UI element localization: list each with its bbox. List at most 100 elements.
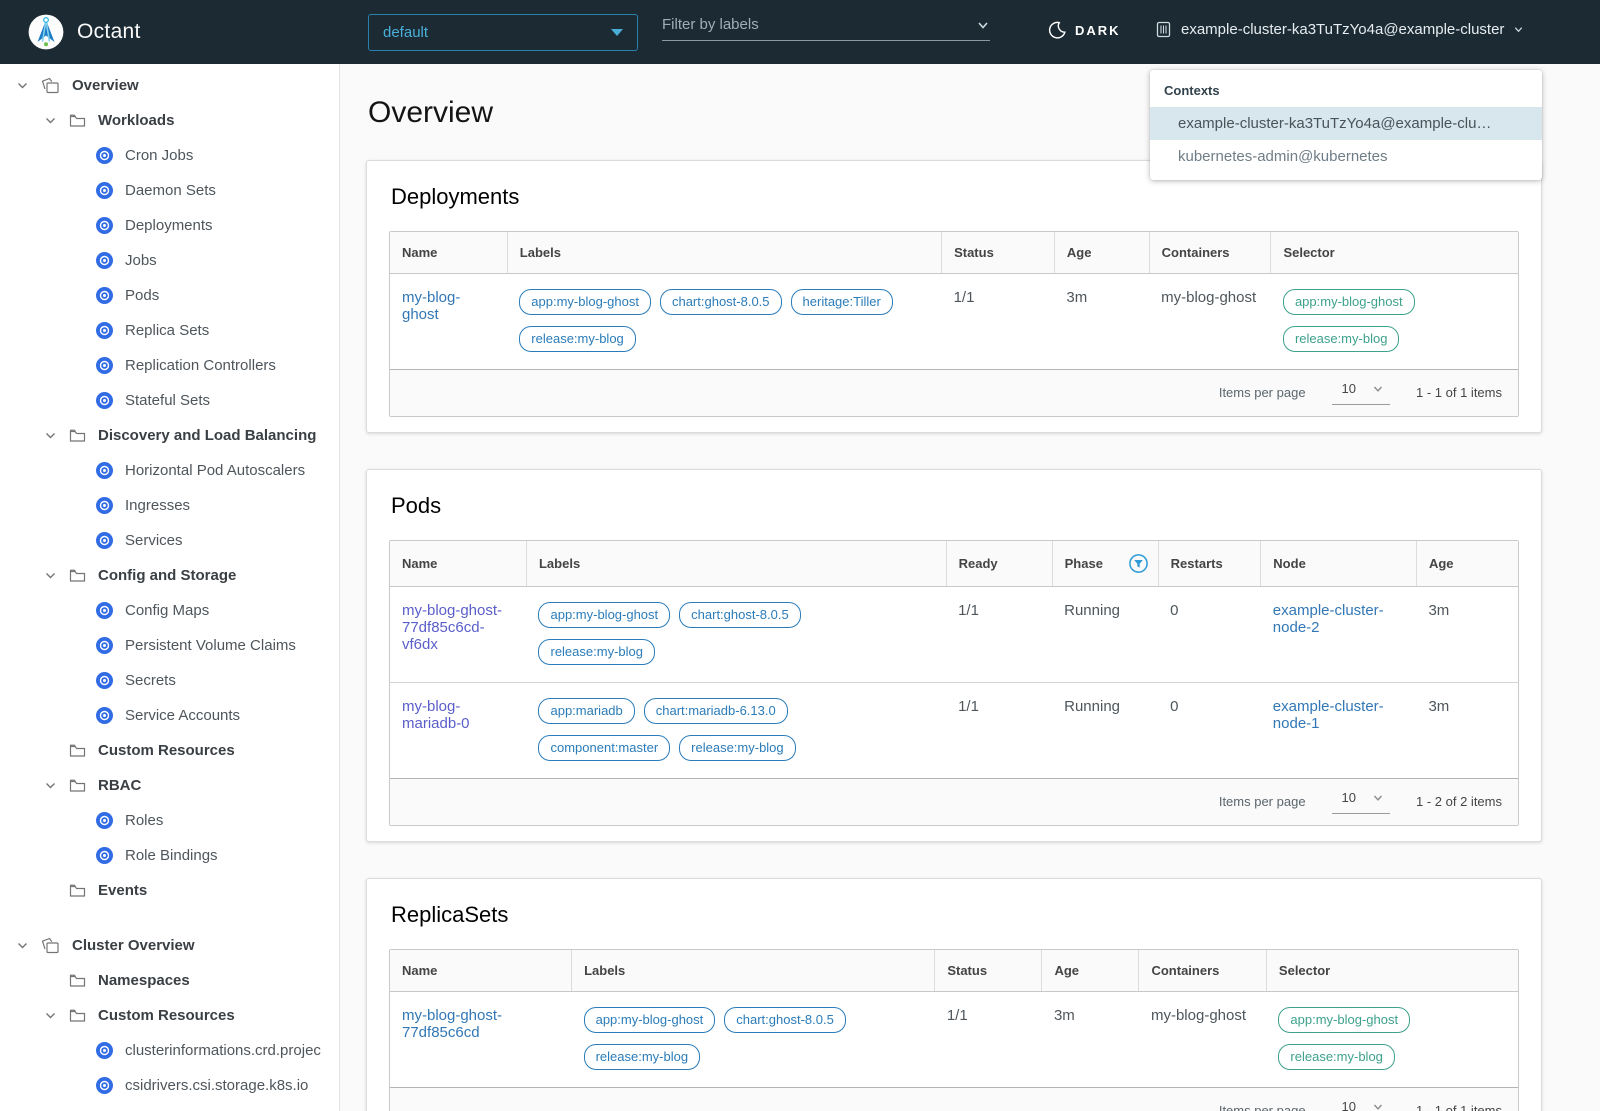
sidebar-item-namespaces[interactable]: Namespaces (0, 963, 339, 998)
cell-text: 1/1 (958, 698, 979, 715)
sidebar-item-label: Replica Sets (125, 322, 210, 339)
sidebar-item-label: Daemon Sets (125, 182, 216, 199)
sidebar-item-config-and-storage[interactable]: Config and Storage (0, 558, 339, 593)
cell-name: my-blog-mariadb-0 (390, 682, 527, 779)
chevron-down-icon[interactable] (976, 18, 990, 32)
cell-age: 3m (1416, 587, 1518, 683)
cluster-overview-icon (41, 937, 60, 954)
pagination-range: 1 - 1 of 1 items (1416, 1102, 1502, 1111)
pods-icon (96, 287, 113, 304)
items-per-page-select[interactable]: 10 (1331, 379, 1391, 405)
label-chip: release:my-blog (538, 639, 655, 665)
sidebar-item-cron-jobs[interactable]: Cron Jobs (0, 138, 339, 173)
sidebar-item-role-bindings[interactable]: Role Bindings (0, 838, 339, 873)
chevron-down-icon[interactable] (16, 939, 29, 952)
namespace-select[interactable]: default (368, 14, 638, 51)
label-chip: app:my-blog-ghost (519, 289, 651, 315)
sidebar-item-deployments[interactable]: Deployments (0, 208, 339, 243)
items-per-page-select[interactable]: 10 (1331, 788, 1391, 814)
chevron-down-icon[interactable] (44, 569, 57, 582)
brand: Octant (0, 14, 141, 50)
sidebar-item-rbac[interactable]: RBAC (0, 768, 339, 803)
sidebar-item-clusterinformations-crd-projec[interactable]: clusterinformations.crd.projec (0, 1033, 339, 1068)
sidebar-item-custom-resources[interactable]: Custom Resources (0, 733, 339, 768)
sidebar-item-overview[interactable]: Overview (0, 68, 339, 103)
filter-icon[interactable] (1129, 554, 1148, 573)
name-link[interactable]: my-blog-ghost-77df85c6cd-vf6dx (402, 602, 503, 653)
sidebar-item-workloads[interactable]: Workloads (0, 103, 339, 138)
sidebar-item-label: Custom Resources (98, 1007, 235, 1024)
chevron-down-icon[interactable] (44, 429, 57, 442)
sidebar-item-csidrivers-csi-storage-k8s-io[interactable]: csidrivers.csi.storage.k8s.io (0, 1068, 339, 1103)
sidebar-item-discovery-and-load-balancing[interactable]: Discovery and Load Balancing (0, 418, 339, 453)
label-filter-input[interactable] (662, 16, 942, 33)
cell-text: my-blog-ghost (1161, 289, 1257, 306)
name-link[interactable]: my-blog-ghost (402, 289, 461, 323)
chevron-down-icon[interactable] (44, 1009, 57, 1022)
sidebar-item-secrets[interactable]: Secrets (0, 663, 339, 698)
name-link[interactable]: my-blog-mariadb-0 (402, 698, 470, 732)
config-storage-folder-icon (69, 568, 86, 583)
column-header-status: Status (934, 950, 1043, 992)
sidebar-item-label: csidrivers.csi.storage.k8s.io (125, 1077, 309, 1094)
label-chip: release:my-blog (679, 735, 796, 761)
theme-toggle[interactable]: DARK (1048, 21, 1121, 39)
chevron-down-icon (1513, 24, 1524, 35)
replicasets-card: ReplicaSets Name Labels Status Age Containers… (366, 878, 1542, 1111)
discovery-folder-icon (69, 428, 86, 443)
sidebar-item-label: Config and Storage (98, 567, 237, 584)
sidebar-item-cluster-overview[interactable]: Cluster Overview (0, 928, 339, 963)
cell-restarts: 0 (1158, 682, 1261, 779)
cell-name: my-blog-ghost (390, 274, 507, 370)
chevron-down-icon[interactable] (44, 114, 57, 127)
cell-selector: app:my-blog-ghost release:my-blog (1271, 274, 1518, 370)
sidebar-item-replication-controllers[interactable]: Replication Controllers (0, 348, 339, 383)
node-link[interactable]: example-cluster-node-1 (1272, 698, 1384, 732)
sidebar-item-horizontal-pod-autoscalers[interactable]: Horizontal Pod Autoscalers (0, 453, 339, 488)
config-maps-icon (96, 602, 113, 619)
cell-name: my-blog-ghost-77df85c6cd (390, 992, 572, 1088)
label-chip: release:my-blog (583, 1044, 701, 1070)
sidebar-item-daemon-sets[interactable]: Daemon Sets (0, 173, 339, 208)
sidebar-item-custom-resources[interactable]: Custom Resources (0, 998, 339, 1033)
sidebar-item-service-accounts[interactable]: Service Accounts (0, 698, 339, 733)
cell-text: 3m (1428, 602, 1450, 619)
sidebar-item-replica-sets[interactable]: Replica Sets (0, 313, 339, 348)
sidebar-item-label: Events (98, 882, 148, 899)
name-link[interactable]: my-blog-ghost-77df85c6cd (402, 1007, 503, 1041)
sidebar-item-jobs[interactable]: Jobs (0, 243, 339, 278)
chevron-down-icon[interactable] (16, 79, 29, 92)
chevron-down-icon[interactable] (44, 779, 57, 792)
sidebar-item-stateful-sets[interactable]: Stateful Sets (0, 383, 339, 418)
label-chip: heritage:Tiller (790, 289, 893, 315)
sidebar-item-ingresses[interactable]: Ingresses (0, 488, 339, 523)
label-chip: app:my-blog-ghost (583, 1007, 716, 1033)
cell-text: Running (1064, 698, 1121, 715)
cell-restarts: 0 (1158, 587, 1261, 683)
node-link[interactable]: example-cluster-node-2 (1272, 602, 1384, 636)
sidebar-item-events[interactable]: Events (0, 873, 339, 908)
label-chip: chart:ghost-8.0.5 (659, 289, 782, 315)
sidebar-item-label: Namespaces (98, 972, 190, 989)
context-selector[interactable]: example-cluster-ka3TuTzYo4a@example-clus… (1155, 21, 1524, 38)
sidebar-item-persistent-volume-claims[interactable]: Persistent Volume Claims (0, 628, 339, 663)
context-menu-item[interactable]: kubernetes-admin@kubernetes (1178, 148, 1388, 165)
label-chip: app:mariadb (538, 698, 635, 724)
column-header-name: Name (390, 232, 508, 274)
cell-text: Running (1064, 602, 1121, 619)
column-header-selector: Selector (1266, 950, 1518, 992)
column-header-labels: Labels (571, 950, 936, 992)
sidebar-item-config-maps[interactable]: Config Maps (0, 593, 339, 628)
label-chip: app:my-blog-ghost (1282, 289, 1415, 315)
context-menu-item[interactable]: example-cluster-ka3TuTzYo4a@example-clu… (1150, 107, 1542, 140)
cluster-custom-resources-folder-icon (69, 1008, 86, 1023)
sidebar-item-label: Cluster Overview (72, 937, 195, 954)
sidebar-item-label: Horizontal Pod Autoscalers (125, 462, 306, 479)
sidebar-item-services[interactable]: Services (0, 523, 339, 558)
moon-icon (1048, 21, 1066, 39)
sidebar-item-roles[interactable]: Roles (0, 803, 339, 838)
items-per-page-select[interactable]: 10 (1332, 1097, 1390, 1111)
sidebar-item-pods[interactable]: Pods (0, 278, 339, 313)
octant-logo-icon (28, 14, 64, 50)
cell-age: 3m (1054, 274, 1149, 370)
